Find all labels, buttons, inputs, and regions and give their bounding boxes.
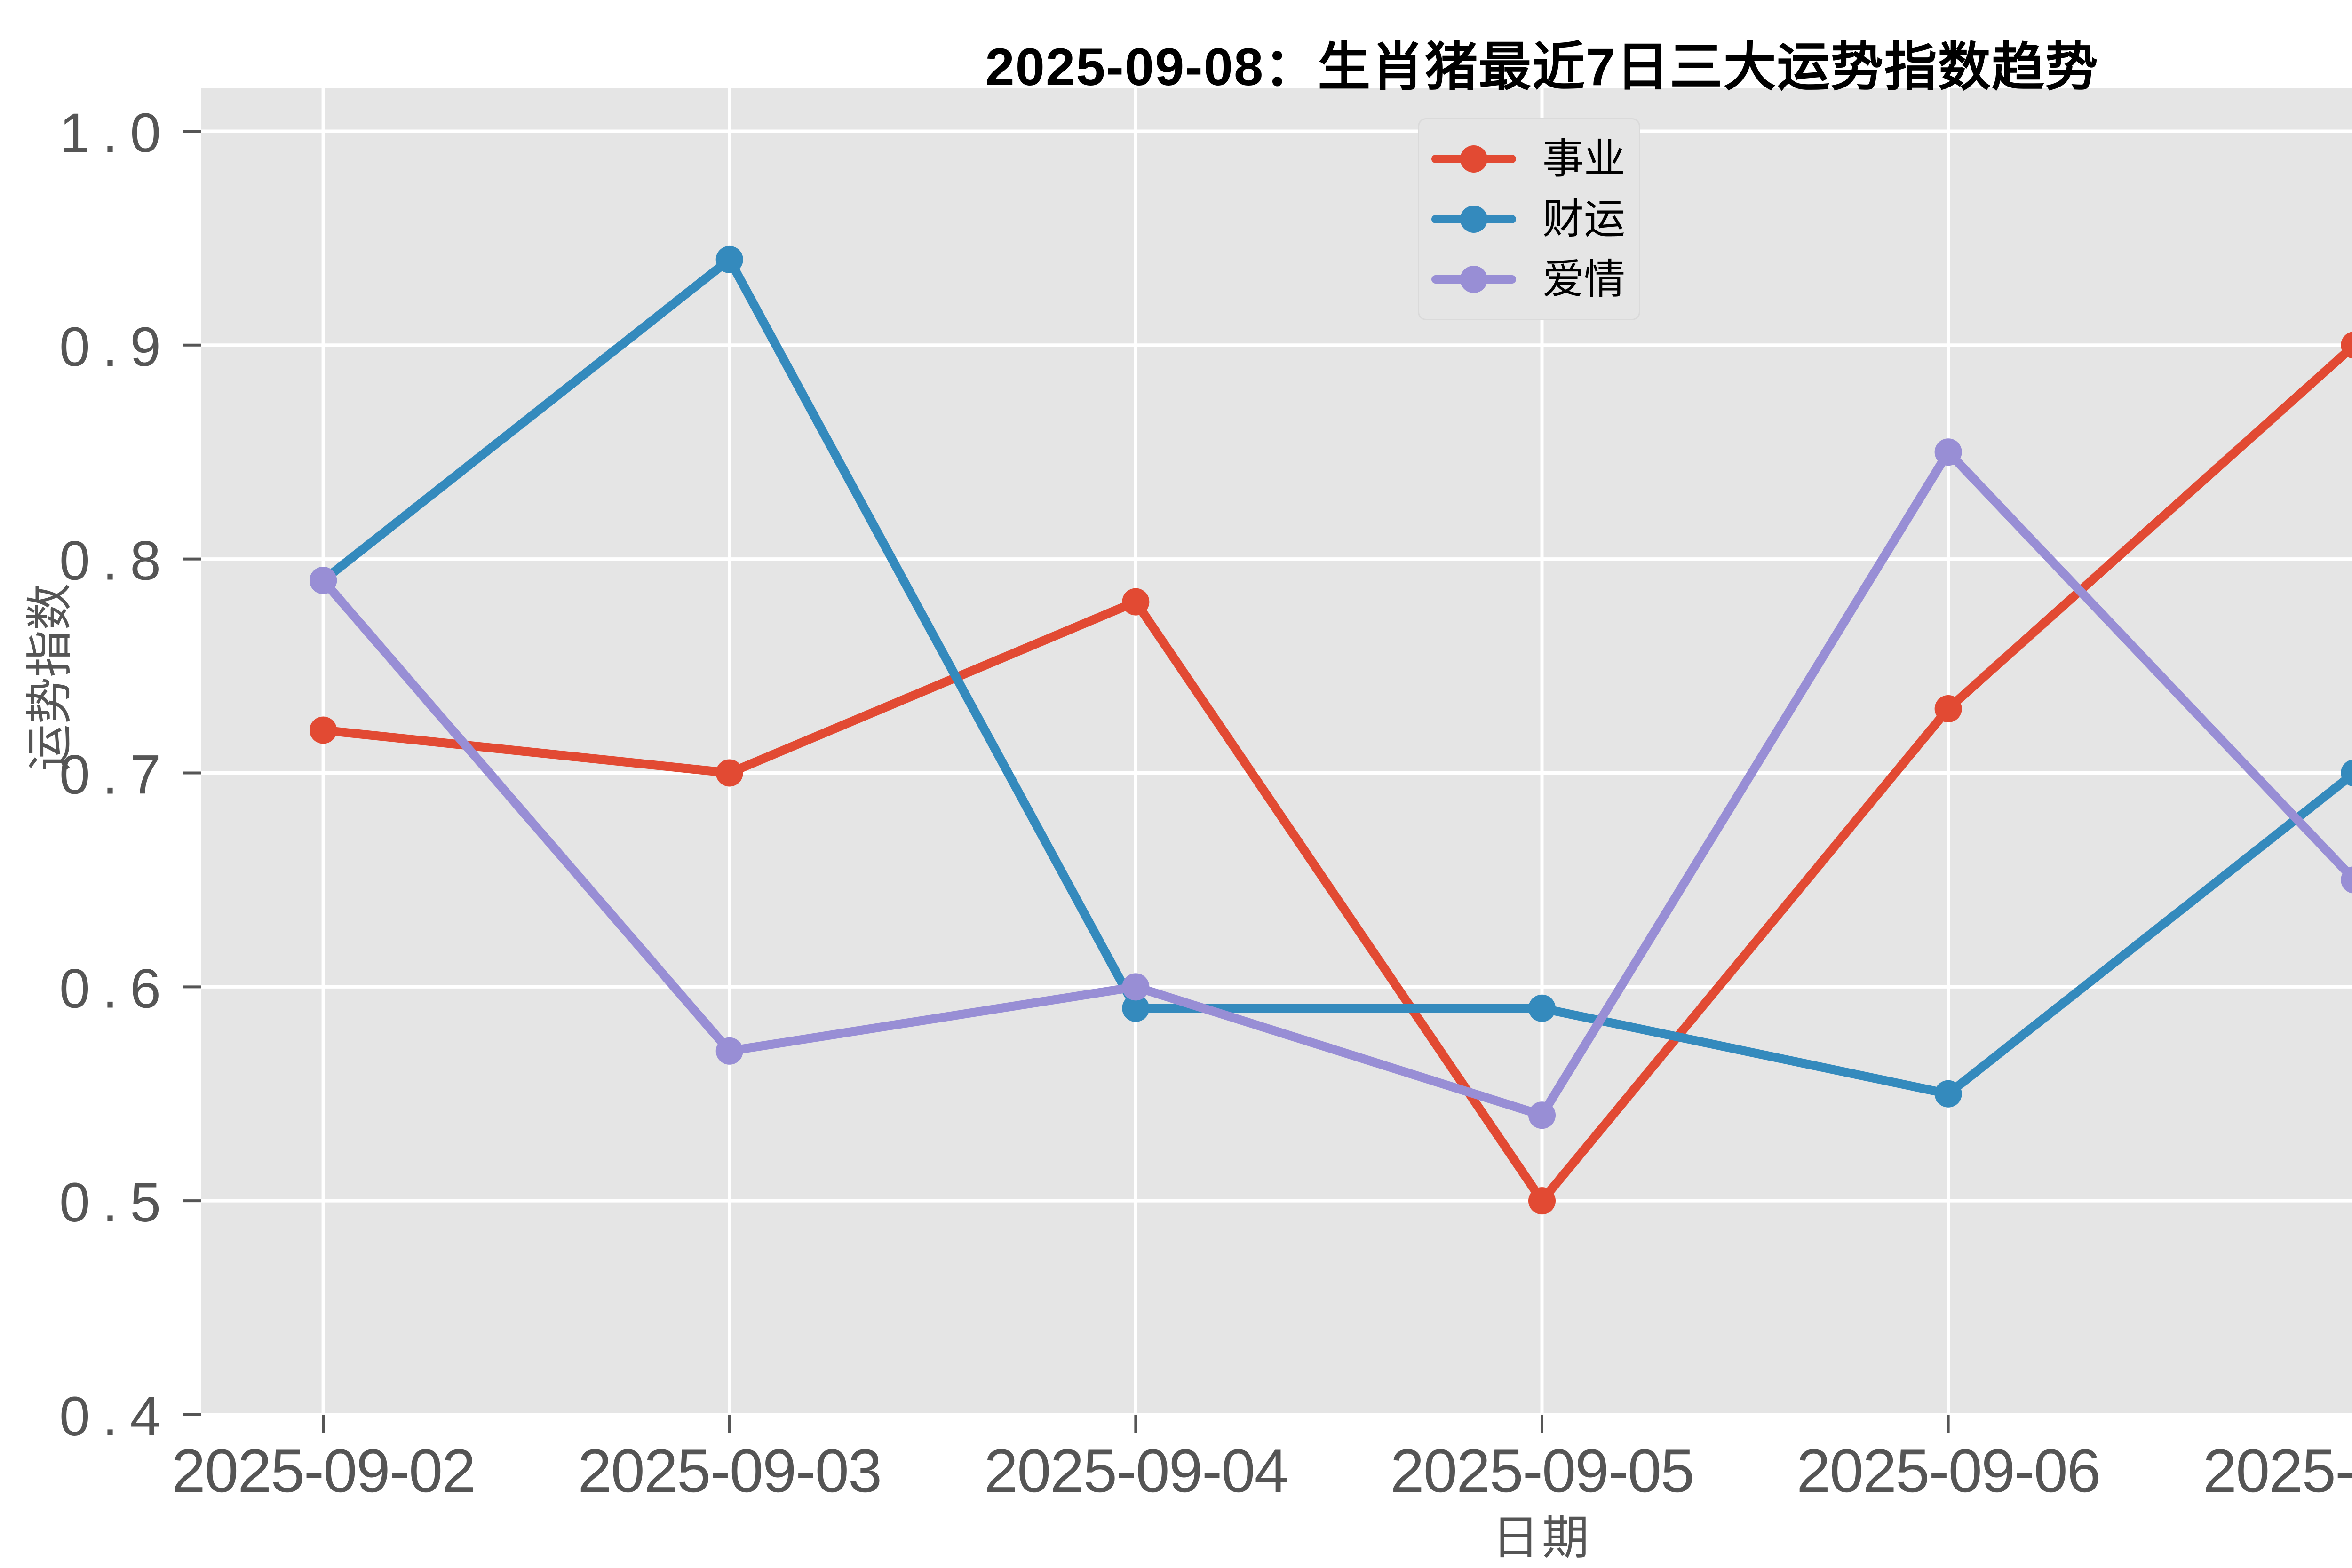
data-point-wealth [2341, 759, 2352, 786]
x-tick-label: 2025-09-03 [578, 1436, 881, 1505]
y-tick-label: 0.5 [59, 1172, 173, 1234]
legend-label-love: 爱情 [1542, 256, 1626, 302]
data-point-love [1528, 1101, 1556, 1129]
y-tick-label: 0.6 [59, 958, 173, 1020]
legend-line-marker-love [1431, 266, 1516, 293]
data-point-career [1528, 1187, 1556, 1215]
x-tick-label: 2025-09-04 [984, 1436, 1287, 1505]
legend-dot-love [1460, 266, 1487, 293]
y-tick-label: 0.8 [59, 530, 173, 592]
data-point-love [1122, 973, 1150, 1001]
data-point-career [1934, 695, 1962, 723]
data-point-love [715, 1037, 743, 1065]
y-tick-label: 1.0 [59, 102, 173, 164]
data-point-career [715, 759, 743, 787]
data-point-career [1122, 588, 1150, 616]
data-point-career [310, 716, 337, 744]
legend-item-wealth: 财运 [1431, 198, 1639, 240]
x-axis-label: 日期 [1492, 1512, 1592, 1564]
legend-label-wealth: 财运 [1542, 196, 1626, 242]
y-axis-label: 运势指数 [24, 583, 76, 771]
chart-title: 2025-09-08：生肖猪最近7日三大运势指数趋势 [985, 38, 2099, 96]
legend-line-marker-career [1431, 145, 1516, 173]
data-point-love [1934, 438, 1962, 466]
legend: 事业 财运 爱情 [1418, 118, 1640, 320]
y-tick-label: 0.7 [59, 744, 173, 806]
data-point-career [2341, 332, 2352, 359]
legend-line-marker-wealth [1431, 206, 1516, 233]
data-point-wealth [1122, 994, 1150, 1022]
x-tick-label: 2025-09-06 [1796, 1436, 2100, 1505]
legend-item-career: 事业 [1431, 138, 1639, 180]
data-point-love [310, 567, 337, 594]
legend-dot-career [1460, 145, 1487, 173]
y-tick-label: 0.9 [59, 316, 173, 378]
data-point-wealth [715, 245, 743, 273]
x-tick-label: 2025-09-07 [2203, 1436, 2352, 1505]
y-tick-label: 0.4 [59, 1386, 173, 1448]
x-tick-label: 2025-09-05 [1391, 1436, 1694, 1505]
data-point-wealth [1528, 994, 1556, 1022]
x-tick-label: 2025-09-02 [172, 1436, 475, 1505]
legend-item-love: 爱情 [1431, 259, 1639, 300]
legend-dot-wealth [1460, 206, 1487, 233]
legend-label-career: 事业 [1542, 135, 1626, 182]
data-point-wealth [1934, 1080, 1962, 1108]
data-point-love [2341, 866, 2352, 894]
